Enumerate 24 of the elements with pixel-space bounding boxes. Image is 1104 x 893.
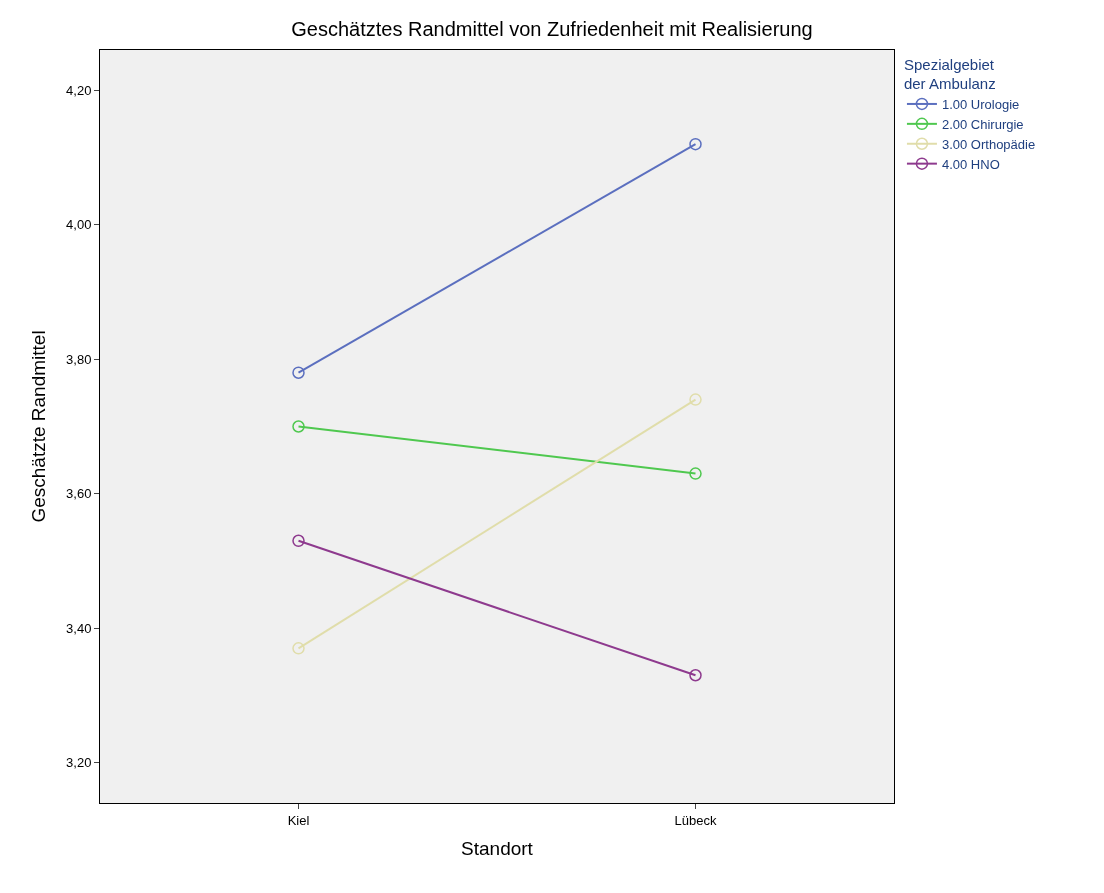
point — [689, 669, 702, 682]
legend-label: 4.00 HNO — [941, 156, 1000, 172]
y-tick-label: 3,60 — [66, 486, 92, 502]
y-axis-title: Geschätzte Randmittel — [27, 330, 49, 523]
point — [292, 534, 305, 548]
x-tick-label: Lübeck — [674, 812, 717, 828]
legend-label: 1.00 Urologie — [941, 97, 1020, 113]
x-tick-label: Kiel — [287, 812, 310, 828]
point — [689, 393, 702, 406]
y-tick-label: 3,20 — [66, 755, 92, 771]
y-tick-label: 3,80 — [66, 351, 92, 367]
legend-title: Spezialgebiet der Ambulanz — [903, 55, 996, 92]
chart-title: Geschätztes Randmittel von Zufriedenheit mit Realisierung — [291, 18, 813, 41]
point — [689, 467, 702, 480]
legend-label: 3.00 Orthopädie — [941, 136, 1036, 152]
x-axis-title: Standort — [461, 838, 534, 860]
legend-label: 2.00 Chirurgie — [941, 116, 1024, 132]
point — [292, 420, 305, 433]
point — [292, 366, 305, 379]
y-tick-label: 4,00 — [66, 217, 92, 233]
point — [292, 642, 305, 655]
y-tick-label: 3,40 — [66, 620, 92, 636]
y-tick-label: 4,20 — [66, 82, 92, 98]
point — [689, 137, 702, 151]
